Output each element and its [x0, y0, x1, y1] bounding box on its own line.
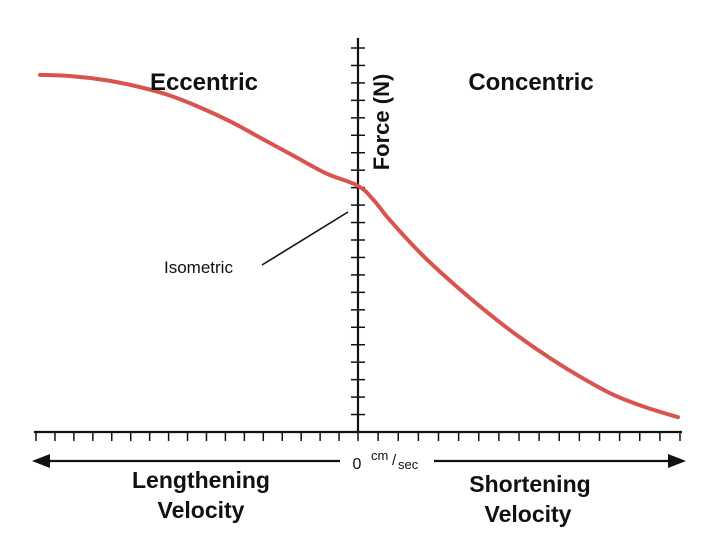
- x-label-left-line1: Lengthening: [132, 467, 270, 493]
- arrowhead-left-icon: [32, 454, 50, 468]
- y-axis-label: Force (N): [369, 74, 394, 171]
- x-unit-slash: /: [392, 452, 397, 469]
- force-velocity-curve: [38, 72, 680, 420]
- x-label-left-line2: Velocity: [158, 497, 245, 523]
- x-unit-numerator: cm: [371, 448, 388, 463]
- isometric-annotation: Isometric: [164, 258, 233, 277]
- x-unit-denominator: sec: [398, 457, 419, 472]
- region-label-eccentric: Eccentric: [150, 69, 258, 96]
- x-label-right-line1: Shortening: [469, 471, 590, 497]
- isometric-leader-line: [261, 211, 349, 266]
- arrowhead-right-icon: [668, 454, 686, 468]
- region-label-concentric: Concentric: [468, 69, 593, 96]
- x-origin-label: 0: [353, 456, 362, 473]
- x-label-right-line2: Velocity: [485, 501, 572, 527]
